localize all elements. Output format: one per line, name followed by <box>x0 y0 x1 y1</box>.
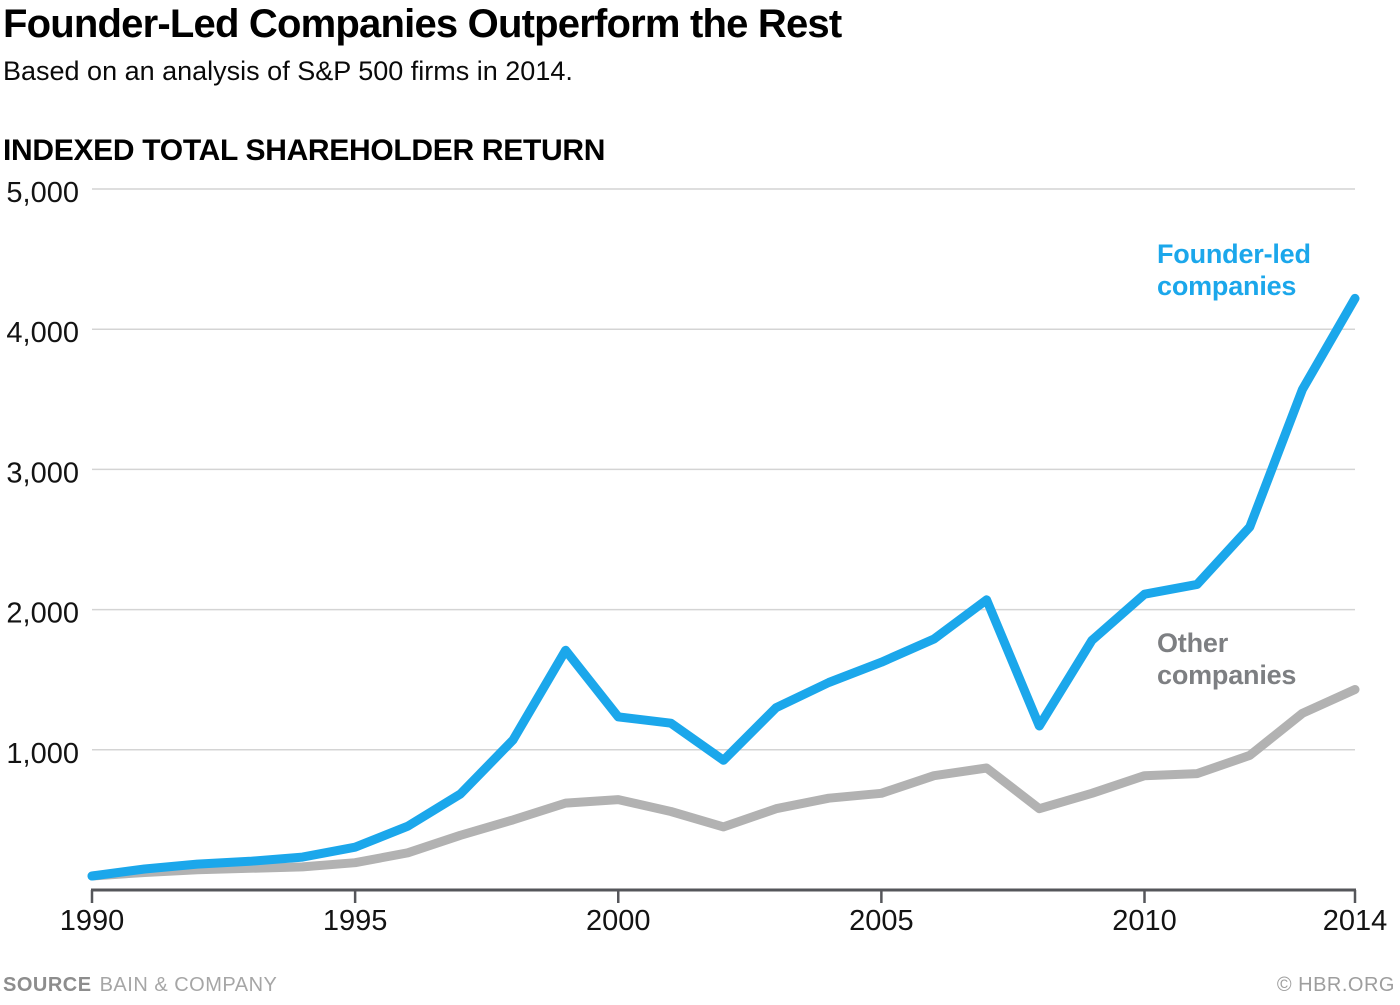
y-tick-label: 4,000 <box>6 317 79 349</box>
x-tick-label: 2005 <box>849 905 914 937</box>
y-tick-label: 3,000 <box>6 457 79 489</box>
series-label-other: Other companies <box>1157 628 1297 690</box>
x-tick-label: 2010 <box>1112 905 1177 937</box>
hbr-credit: © HBR.ORG <box>1276 974 1395 996</box>
series-line-other-companies <box>87 685 1360 881</box>
x-tick-label: 1990 <box>60 905 125 937</box>
x-tick-label: 1995 <box>323 905 388 937</box>
chart-title: Founder-Led Companies Outperform the Res… <box>3 2 842 46</box>
source-value: BAIN & COMPANY <box>99 974 278 996</box>
y-tick-label: 2,000 <box>6 598 79 630</box>
source-label: SOURCE <box>3 974 92 996</box>
series-line-founder-led-companies <box>87 293 1360 881</box>
series-label-founder-led: Founder-led companies <box>1157 239 1311 301</box>
y-tick-label: 1,000 <box>6 738 79 770</box>
y-tick-label: 5,000 <box>6 177 79 209</box>
source-credit: SOURCE BAIN & COMPANY <box>3 974 277 997</box>
chart-subtitle: Based on an analysis of S&P 500 firms in… <box>3 56 573 86</box>
y-axis-title: INDEXED TOTAL SHAREHOLDER RETURN <box>3 134 606 167</box>
x-tick-label: 2014 <box>1323 905 1388 937</box>
x-tick-label: 2000 <box>586 905 651 937</box>
